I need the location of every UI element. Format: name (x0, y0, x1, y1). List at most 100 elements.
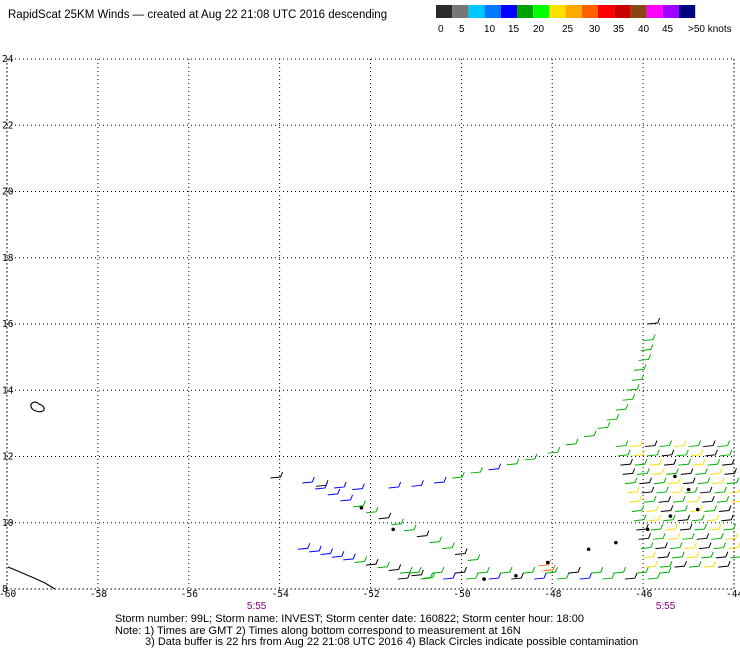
wind-barb (696, 533, 710, 540)
legend-swatch (646, 5, 663, 18)
wind-barb (309, 545, 322, 553)
wind-barb (693, 458, 706, 466)
wind-barb (645, 560, 658, 568)
wind-barb (632, 449, 646, 457)
wind-barb (699, 486, 713, 494)
x-tick-label: -46 (635, 589, 652, 600)
wind-barb (649, 458, 662, 466)
wind-barb (315, 482, 328, 490)
wind-barb (667, 533, 681, 540)
wind-barb (653, 477, 667, 485)
wind-barb (673, 496, 686, 503)
wind-barb (644, 440, 658, 448)
wind-barb (657, 551, 671, 559)
contamination-circle (586, 547, 591, 552)
wind-barb (620, 458, 633, 466)
wind-barb (429, 536, 443, 544)
wind-barb (640, 344, 654, 351)
legend-swatch (598, 5, 615, 18)
wind-barb (640, 542, 654, 550)
legend-swatch (679, 5, 696, 18)
wind-barb (706, 514, 720, 522)
coastline (7, 566, 56, 590)
wind-barb (708, 523, 722, 531)
legend-label: 10 (484, 24, 496, 35)
wind-barb (688, 560, 702, 568)
x-tick-label: -44 (726, 589, 740, 600)
wind-barb (668, 477, 682, 485)
legend-swatch (500, 5, 517, 18)
wind-barb (409, 566, 422, 574)
wind-barb (698, 542, 712, 550)
wind-barb (622, 394, 636, 401)
x-tick-label: -52 (363, 589, 380, 600)
wind-barb (718, 505, 732, 512)
legend-swatch (452, 5, 469, 18)
y-tick-label: 18 (2, 253, 14, 264)
legend-label: 0 (438, 24, 444, 35)
legend-swatch (662, 5, 679, 18)
storm-info-line: Storm number: 99L; Storm name: INVEST; S… (115, 613, 584, 625)
wind-barb (452, 471, 465, 479)
legend-swatch (549, 5, 566, 18)
wind-barb (629, 496, 642, 503)
wind-barb (651, 468, 665, 475)
wind-barb (689, 505, 703, 512)
wind-barb (506, 458, 520, 466)
wind-barb (703, 440, 716, 448)
legend-swatch (468, 5, 485, 18)
wind-barb (615, 440, 629, 448)
contamination-circle (391, 527, 396, 532)
wind-barb (678, 458, 692, 466)
wind-barb (725, 533, 739, 540)
wind-barb (707, 458, 721, 466)
wind-barb (665, 523, 678, 531)
wind-barb (499, 566, 513, 574)
legend-label: 20 (533, 24, 545, 35)
wind-barb (728, 488, 740, 494)
wind-barb (660, 505, 674, 512)
wind-barb (534, 572, 547, 580)
wind-barb (726, 477, 740, 485)
wind-barb (641, 486, 655, 494)
y-tick-label: 16 (2, 319, 14, 330)
wind-barb (378, 512, 392, 520)
wind-barb (353, 500, 366, 508)
wind-barb (638, 533, 652, 540)
wind-barb (511, 572, 524, 580)
wind-barb (443, 572, 456, 580)
wind-barb (658, 566, 672, 574)
wind-barb (674, 560, 687, 568)
wind-barb (302, 476, 315, 484)
y-tick-label: 8 (2, 584, 8, 595)
wind-barb (663, 514, 676, 522)
wind-barb (352, 483, 365, 491)
wind-barb (719, 449, 733, 457)
legend-label: 40 (638, 24, 650, 35)
wind-barb (694, 523, 707, 531)
wind-barb (702, 496, 715, 503)
wind-barb (659, 560, 673, 568)
x-tick-label: -60 (0, 589, 16, 600)
wind-barb (377, 561, 390, 569)
contamination-circle (482, 577, 486, 581)
wind-barb (714, 486, 727, 494)
wind-barb (703, 560, 717, 568)
wind-barb (690, 449, 704, 457)
wind-barb (666, 468, 679, 475)
wind-barb (636, 566, 649, 574)
y-tick-label: 14 (2, 385, 14, 396)
wind-barb (647, 449, 660, 457)
wind-barb (340, 494, 353, 502)
wind-barb (650, 523, 664, 531)
wind-barb (365, 558, 379, 566)
wind-barb (683, 477, 696, 485)
wind-barb (672, 551, 685, 559)
wind-barb (606, 413, 620, 421)
wind-barb (454, 566, 468, 574)
y-tick-label: 12 (2, 452, 13, 463)
legend-label: 45 (662, 24, 674, 35)
wind-barb (547, 447, 561, 454)
wind-barb (270, 471, 284, 479)
wind-barb (638, 354, 652, 361)
